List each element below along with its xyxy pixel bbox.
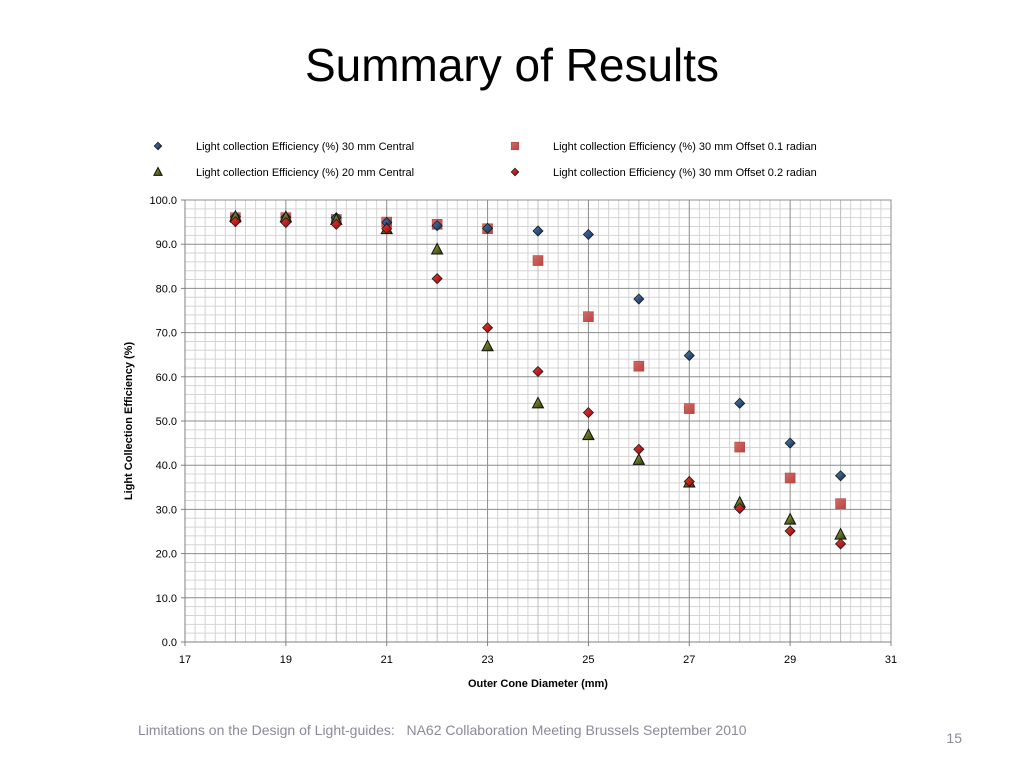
data-point [431,220,443,232]
x-tick-label: 21 [381,654,393,666]
y-tick-label: 90.0 [156,239,177,251]
y-tick-label: 0.0 [162,637,177,649]
legend-item: Light collection Efficiency (%) 30 mm Of… [510,141,817,153]
y-tick-label: 20.0 [156,549,177,561]
data-point [582,228,594,241]
data-point [683,475,695,488]
chart-marks [229,209,847,550]
x-tick-label: 29 [784,654,796,666]
legend-item: Light collection Efficiency (%) 30 mm Of… [510,167,817,179]
chart-axes: 0.0 10.0 20.0 30.0 40.0 50.0 60.0 70.0 80.0 90.0 1… [123,195,897,690]
legend-label: Light collection Efficiency (%) 30 mm Of… [553,167,817,179]
data-point [633,443,645,455]
data-point [783,512,797,525]
y-tick-label: 10.0 [156,593,177,605]
data-point [835,538,847,550]
y-axis-title: Light Collection Efficiency (%) [123,342,135,501]
data-point [683,350,695,362]
data-point [531,396,545,409]
legend-marker [510,141,520,151]
data-point [582,428,595,441]
data-point [633,360,645,372]
legend-label: Light collection Efficiency (%) 30 mm Ce… [196,141,414,153]
data-point [482,322,494,334]
data-point [582,407,594,419]
x-tick-label: 25 [582,654,594,666]
series-4 [229,216,847,550]
data-point [482,222,494,234]
x-tick-label: 19 [280,654,292,666]
data-point [633,293,645,305]
data-point [734,502,746,515]
data-point [784,437,796,449]
x-tick-label: 31 [885,654,897,666]
y-tick-label: 50.0 [156,416,177,428]
data-point [784,472,796,484]
data-point [280,216,292,229]
x-tick-label: 17 [179,654,191,666]
y-tick-label: 40.0 [156,460,177,472]
chart-legend: Light collection Efficiency (%) 30 mm Ce… [153,141,817,179]
data-point [381,223,393,235]
data-point [330,218,342,230]
data-point [532,255,544,266]
legend-label: Light collection Efficiency (%) 30 mm Of… [553,141,817,153]
y-tick-label: 70.0 [156,328,177,340]
y-tick-label: 80.0 [156,283,177,295]
x-tick-label: 23 [481,654,493,666]
data-point [683,403,695,414]
page-number: 15 [946,730,962,746]
y-tick-label: 100.0 [149,195,177,207]
legend-marker [153,141,163,151]
legend-item: Light collection Efficiency (%) 30 mm Ce… [153,141,414,153]
data-point [229,216,241,228]
data-point [835,470,847,482]
data-point [835,498,846,509]
x-axis-title: Outer Cone Diameter (mm) [468,678,608,690]
data-point [784,525,796,537]
data-point [734,441,746,453]
data-point [632,452,646,465]
data-point [532,225,544,237]
y-tick-label: 30.0 [156,504,177,516]
y-tick-label: 60.0 [156,372,177,384]
data-point [734,397,746,409]
slide-footer: Limitations on the Design of Light-guide… [138,722,747,738]
legend-label: Light collection Efficiency (%) 20 mm Ce… [196,167,414,179]
chart-grid [184,199,892,643]
legend-item: Light collection Efficiency (%) 20 mm Ce… [153,166,414,179]
data-point [481,339,494,352]
slide-title: Summary of Results [304,39,720,91]
data-point [431,273,443,285]
data-point [583,311,594,322]
data-point [430,242,444,255]
legend-marker [153,166,163,176]
legend-marker [510,167,520,177]
data-point [532,365,544,378]
x-tick-label: 27 [683,654,695,666]
